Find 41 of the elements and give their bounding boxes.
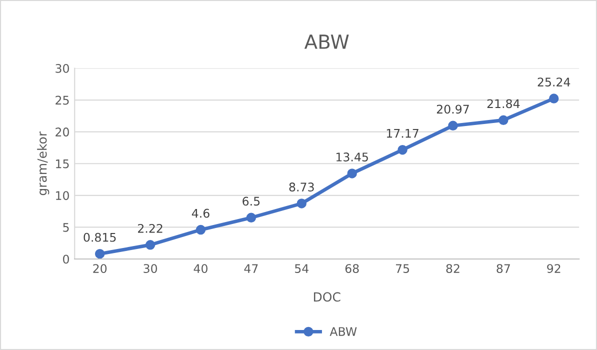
- data-label: 25.24: [538, 78, 570, 87]
- point: [398, 144, 408, 155]
- y-tick-label: 25: [56, 96, 69, 105]
- y-tick-label: 30: [56, 64, 69, 73]
- point: [246, 212, 256, 223]
- x-tick-label: 47: [244, 264, 258, 273]
- point: [145, 240, 156, 250]
- y-tick-label: 10: [56, 191, 69, 200]
- y-axis-title: gram/ekor: [37, 131, 50, 196]
- data-label: 2.22: [138, 224, 162, 233]
- point: [498, 115, 508, 125]
- legend-label: ABW: [330, 327, 357, 336]
- point: [196, 224, 206, 235]
- y-tick-label: 5: [63, 223, 69, 232]
- y-tick-label: 0: [63, 254, 69, 264]
- data-label: 20.97: [436, 104, 469, 114]
- x-tick-label: 87: [496, 264, 510, 273]
- x-tick-label: 75: [396, 264, 410, 273]
- x-tick-label: 20: [93, 264, 107, 273]
- data-label: 6.5: [242, 196, 260, 206]
- x-tick-label: 82: [446, 264, 460, 273]
- point: [448, 120, 458, 131]
- data-label: 0.815: [84, 232, 116, 242]
- x-tick-label: 40: [194, 264, 208, 273]
- point: [549, 94, 559, 104]
- x-tick-label: 68: [345, 264, 359, 273]
- y-tick-label: 20: [56, 128, 69, 136]
- data-label: 13.45: [336, 152, 368, 162]
- point: [94, 248, 105, 259]
- x-tick-label: 54: [295, 264, 308, 273]
- x-axis-title: DOC: [314, 292, 340, 302]
- y-tick-label: 15: [56, 160, 69, 168]
- point: [296, 198, 306, 208]
- data-label: 8.73: [289, 182, 314, 192]
- data-label: 17.17: [386, 129, 418, 138]
- x-tick-label: 92: [547, 264, 560, 273]
- x-tick-label: 30: [144, 264, 158, 273]
- data-label: 4.6: [192, 208, 210, 218]
- chart-title: ABW: [304, 34, 349, 49]
- data-label: 21.84: [487, 99, 520, 108]
- point: [347, 168, 357, 178]
